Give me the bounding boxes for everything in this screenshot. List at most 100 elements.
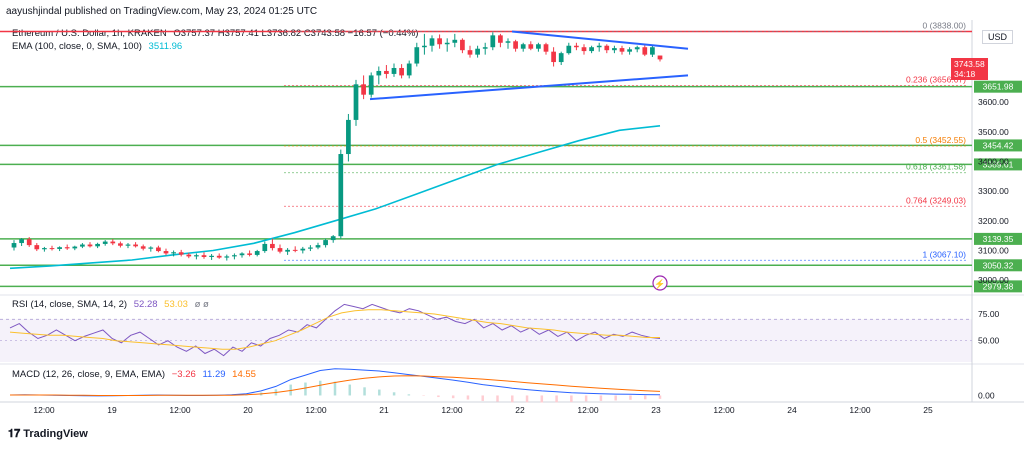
candle-body [642,47,648,55]
countdown: 34:18 [954,69,976,79]
candle-body [399,67,404,76]
candle-body [657,55,663,60]
candle-body [391,67,397,74]
candle-body [308,247,313,249]
ema-legend: EMA (100, close, 0, SMA, 100) 3511.96 [12,41,182,52]
candle-body [118,243,123,246]
fibonacci-label: 0.236 (3656.07) [906,74,966,84]
tradingview-logo: 𝟏𝟕 TradingView [8,428,88,441]
candle-body [133,244,138,247]
candle-body [406,63,412,76]
candle-body [490,35,496,48]
candle-body [19,239,24,244]
y-tick-label: 3300.00 [978,186,1009,196]
rsi-ma-value: 53.03 [164,299,188,310]
candle-body [346,119,351,155]
level-badge [974,232,1022,245]
candle-body [42,248,47,250]
ema-label: EMA (100, close, 0, SMA, 100) [12,41,142,52]
candle-body [292,249,298,251]
rsi-value: 52.28 [133,299,158,310]
candle-body [330,236,336,241]
candle-body [209,255,214,257]
candle-body [612,48,617,51]
candle-body [11,243,17,248]
candle-body [140,246,146,249]
fibonacci-label: 0 (3838.00) [923,20,967,30]
triangle-upper-trendline [511,30,689,50]
candle-body [254,251,260,255]
triangle-lower-trendline [369,74,689,101]
candle-body [102,241,108,244]
candle-body [224,256,230,258]
candle-body [125,244,131,246]
candle-body [650,47,655,55]
last-price-badge: 3743.58 34:18 [951,58,988,80]
symbol-name: Ethereum / U.S. Dollar, 1h, KRAKEN [12,28,167,39]
level-badge [974,259,1022,272]
x-tick-label: 24 [787,405,797,415]
candle-body [277,248,283,252]
candle-body [422,45,427,48]
candle-body [156,247,161,252]
x-tick-label: 12:00 [577,405,599,415]
candle-body [171,252,176,254]
level-badge-label: 3050.32 [983,260,1014,270]
level-badge-label: 3651.98 [983,82,1014,92]
rsi-y-tick: 50.00 [978,336,1000,346]
candle-body [64,247,70,249]
candle-body [338,154,344,237]
candle-body [505,41,511,43]
candle-body [368,75,374,95]
candle-body [574,45,579,48]
candle-body [323,240,328,246]
lightning-glyph: ⚡ [654,278,665,290]
ohlc-values: O3757.37 H3757.41 L3736.82 C3743.58 −16.… [173,28,419,39]
publisher-line: aayushjindal published on TradingView.co… [6,6,318,17]
candle-body [467,50,473,55]
x-tick-label: 19 [107,405,117,415]
y-tick-label: 3400.00 [978,156,1009,166]
x-tick-label: 23 [651,405,661,415]
candle-body [353,84,359,120]
fibonacci-label: 0.5 (3452.55) [915,135,966,145]
candle-body [444,42,450,45]
macd-signal-line [10,375,661,396]
x-tick-label: 12:00 [169,405,191,415]
fibonacci-label: 0.618 (3361.58) [906,162,966,172]
x-tick-label: 12:00 [441,405,463,415]
rsi-label: RSI (14, close, SMA, 14, 2) [12,299,128,310]
candle-body [163,251,169,254]
footer-brand: TradingView [23,428,88,440]
ema-100-line [9,125,661,270]
x-tick-label: 22 [515,405,525,415]
level-badge [974,80,1022,93]
candle-body [589,47,594,52]
x-tick-label: 25 [923,405,933,415]
candle-body [216,255,222,258]
candle-body [429,38,435,46]
ema-value: 3511.96 [148,41,183,52]
y-tick-label: 3000.00 [978,275,1009,285]
candle-body [201,255,207,257]
candle-body [513,41,518,49]
candle-body [300,248,306,251]
x-tick-label: 12:00 [305,405,327,415]
candle-body [72,246,78,249]
candle-body [414,47,420,64]
candle-body [239,253,245,256]
fibonacci-label: 0.764 (3249.03) [906,195,966,205]
y-tick-label: 3200.00 [978,216,1009,226]
rsi-ma-line [9,309,660,350]
fibonacci-label: 1 (3067.10) [923,249,967,259]
candle-body [475,48,480,55]
candle-body [543,44,549,52]
tv-logo-icon: 𝟏𝟕 [8,428,21,440]
currency-button[interactable]: USD [982,30,1014,44]
candle-body [232,255,237,257]
candle-body [460,39,465,51]
candle-body [178,252,184,255]
candle-body [376,70,382,76]
